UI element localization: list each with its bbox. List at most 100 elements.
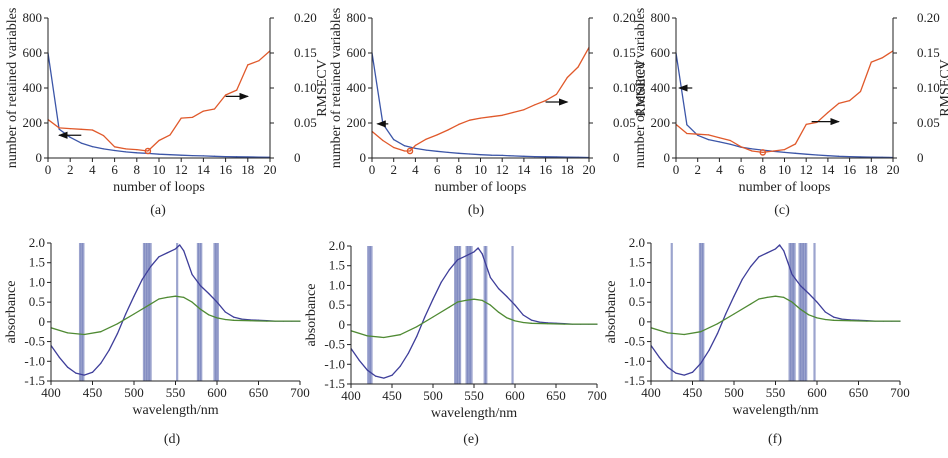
selected-wavelength-band: [793, 243, 796, 381]
data-point: [859, 90, 862, 93]
x-tick-label: 14: [517, 162, 531, 177]
data-point: [479, 117, 482, 119]
panel-caption: (d): [164, 432, 181, 447]
selected-wavelength-band: [457, 246, 460, 384]
x-tick-label: 20: [583, 162, 596, 177]
data-point: [403, 150, 406, 152]
data-point: [465, 299, 467, 302]
data-point: [824, 311, 826, 313]
data-point: [773, 150, 775, 152]
data-point: [399, 334, 401, 336]
data-point: [799, 284, 802, 287]
x-tick-label: 650: [546, 388, 566, 403]
data-point: [447, 129, 449, 131]
data-point: [169, 154, 171, 156]
data-point: [383, 377, 385, 379]
data-point: [458, 123, 460, 125]
data-point: [783, 151, 786, 153]
data-point: [366, 369, 368, 371]
data-point: [414, 144, 416, 146]
data-point: [523, 155, 525, 157]
y-tick-label: 400: [347, 80, 367, 95]
data-point: [100, 331, 102, 333]
data-point: [432, 316, 434, 318]
data-point: [199, 308, 201, 310]
data-point: [102, 148, 105, 150]
selected-wavelength-band: [805, 243, 808, 381]
data-point: [479, 154, 482, 156]
x-axis-title: number of loops: [739, 180, 831, 195]
data-point: [409, 150, 411, 152]
y-tick-label: 0.5: [629, 294, 645, 309]
data-point: [899, 320, 901, 322]
data-point: [774, 248, 777, 250]
data-point: [827, 155, 829, 157]
x-tick-label: 650: [249, 385, 269, 400]
selected-wavelength-band: [82, 243, 85, 381]
x-tick-label: 0: [369, 162, 376, 177]
y-tick-label: 600: [23, 45, 43, 60]
data-point: [391, 374, 393, 376]
selected-wavelength-band: [790, 243, 793, 381]
data-point: [522, 321, 524, 324]
data-point: [530, 319, 533, 321]
data-point: [490, 154, 492, 156]
data-point: [691, 371, 694, 373]
x-tick-label: 500: [724, 385, 744, 400]
data-point: [249, 320, 251, 322]
data-point: [514, 304, 516, 306]
data-point: [766, 252, 768, 254]
x-tick-label: 18: [865, 162, 878, 177]
y-tick-label: -0.5: [624, 334, 645, 349]
data-point: [465, 255, 467, 257]
y-axis-title: number of retained variables: [329, 8, 344, 169]
data-point: [116, 323, 118, 325]
x-tick-label: 10: [778, 162, 791, 177]
data-point: [481, 253, 483, 255]
x-tick-label: 600: [505, 388, 525, 403]
data-point: [83, 333, 85, 336]
series-line-number-of-retained-variables: [48, 52, 270, 158]
data-point: [718, 137, 721, 139]
data-point: [758, 256, 760, 258]
y-tick-label: 400: [23, 80, 43, 95]
data-point: [477, 247, 479, 249]
y-tick-label: 0: [360, 150, 367, 165]
y-tick-label: -1.0: [24, 353, 45, 368]
data-point: [729, 139, 731, 142]
x-tick-label: 8: [456, 162, 463, 177]
data-point: [827, 111, 829, 114]
data-point: [403, 145, 406, 147]
y2-tick-label: 0: [917, 150, 924, 165]
data-point: [824, 318, 826, 321]
data-point: [808, 314, 810, 316]
data-point: [783, 296, 785, 299]
x-tick-label: 12: [175, 162, 188, 177]
data-point: [718, 141, 721, 143]
y-axis-title: absorbance: [4, 281, 19, 344]
data-point: [136, 149, 138, 151]
minimum-marker: [759, 149, 767, 156]
data-point: [108, 349, 110, 351]
selected-wavelength-band: [788, 243, 791, 381]
data-point: [133, 295, 135, 297]
y-tick-label: -1.5: [624, 373, 645, 388]
data-point: [213, 155, 216, 157]
data-point: [191, 273, 193, 276]
data-point: [859, 156, 862, 158]
series-line-rmsecv: [48, 50, 270, 152]
y-tick-label: 0.5: [329, 297, 345, 312]
data-point: [179, 244, 181, 246]
y2-tick-label: 0.05: [917, 115, 940, 130]
data-point: [457, 259, 459, 261]
selected-wavelength-band: [467, 246, 470, 384]
series-line-number-of-retained-variables: [372, 52, 589, 159]
selected-wavelength-band: [700, 243, 703, 381]
data-point: [436, 150, 438, 152]
data-point: [841, 318, 843, 320]
y2-tick-label: 0.20: [613, 10, 636, 25]
data-point: [174, 295, 177, 297]
x-tick-label: 14: [197, 162, 211, 177]
y2-tick-label: 0: [613, 150, 620, 165]
data-point: [563, 323, 565, 325]
